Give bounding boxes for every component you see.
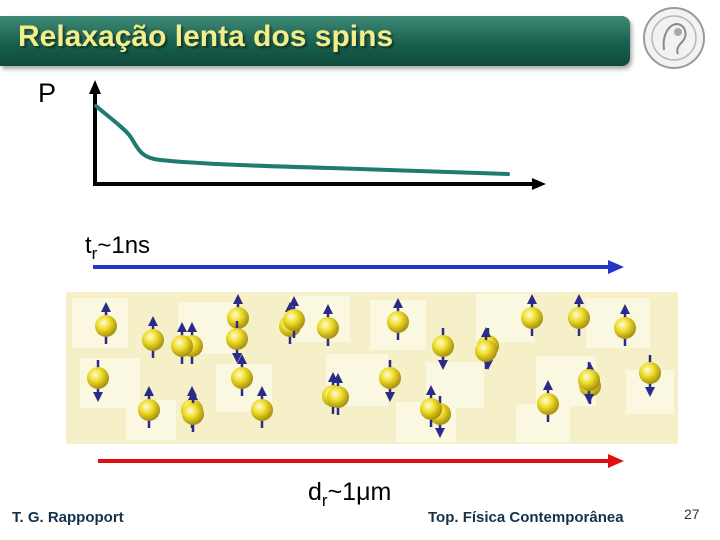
course-footer: Top. Física Contemporânea — [428, 509, 624, 526]
x-axis-arrowhead — [532, 178, 546, 190]
polarization-axis-label: P — [38, 78, 57, 108]
title-bar: Relaxação lenta dos spins — [0, 16, 630, 66]
relaxation-length-label: dr~1μm — [308, 478, 392, 510]
author-footer: T. G. Rappoport — [12, 509, 124, 526]
relaxation-time-label: tr~1ns — [85, 232, 151, 263]
decay-curve — [94, 104, 510, 176]
spin-ensemble-panel — [66, 292, 678, 444]
y-axis-arrowhead — [89, 80, 101, 94]
time-arrowhead — [608, 260, 624, 274]
distance-arrowhead — [608, 454, 624, 468]
page-number: 27 — [684, 506, 700, 522]
slide-title: Relaxação lenta dos spins — [18, 20, 394, 53]
university-seal-icon — [643, 7, 705, 69]
